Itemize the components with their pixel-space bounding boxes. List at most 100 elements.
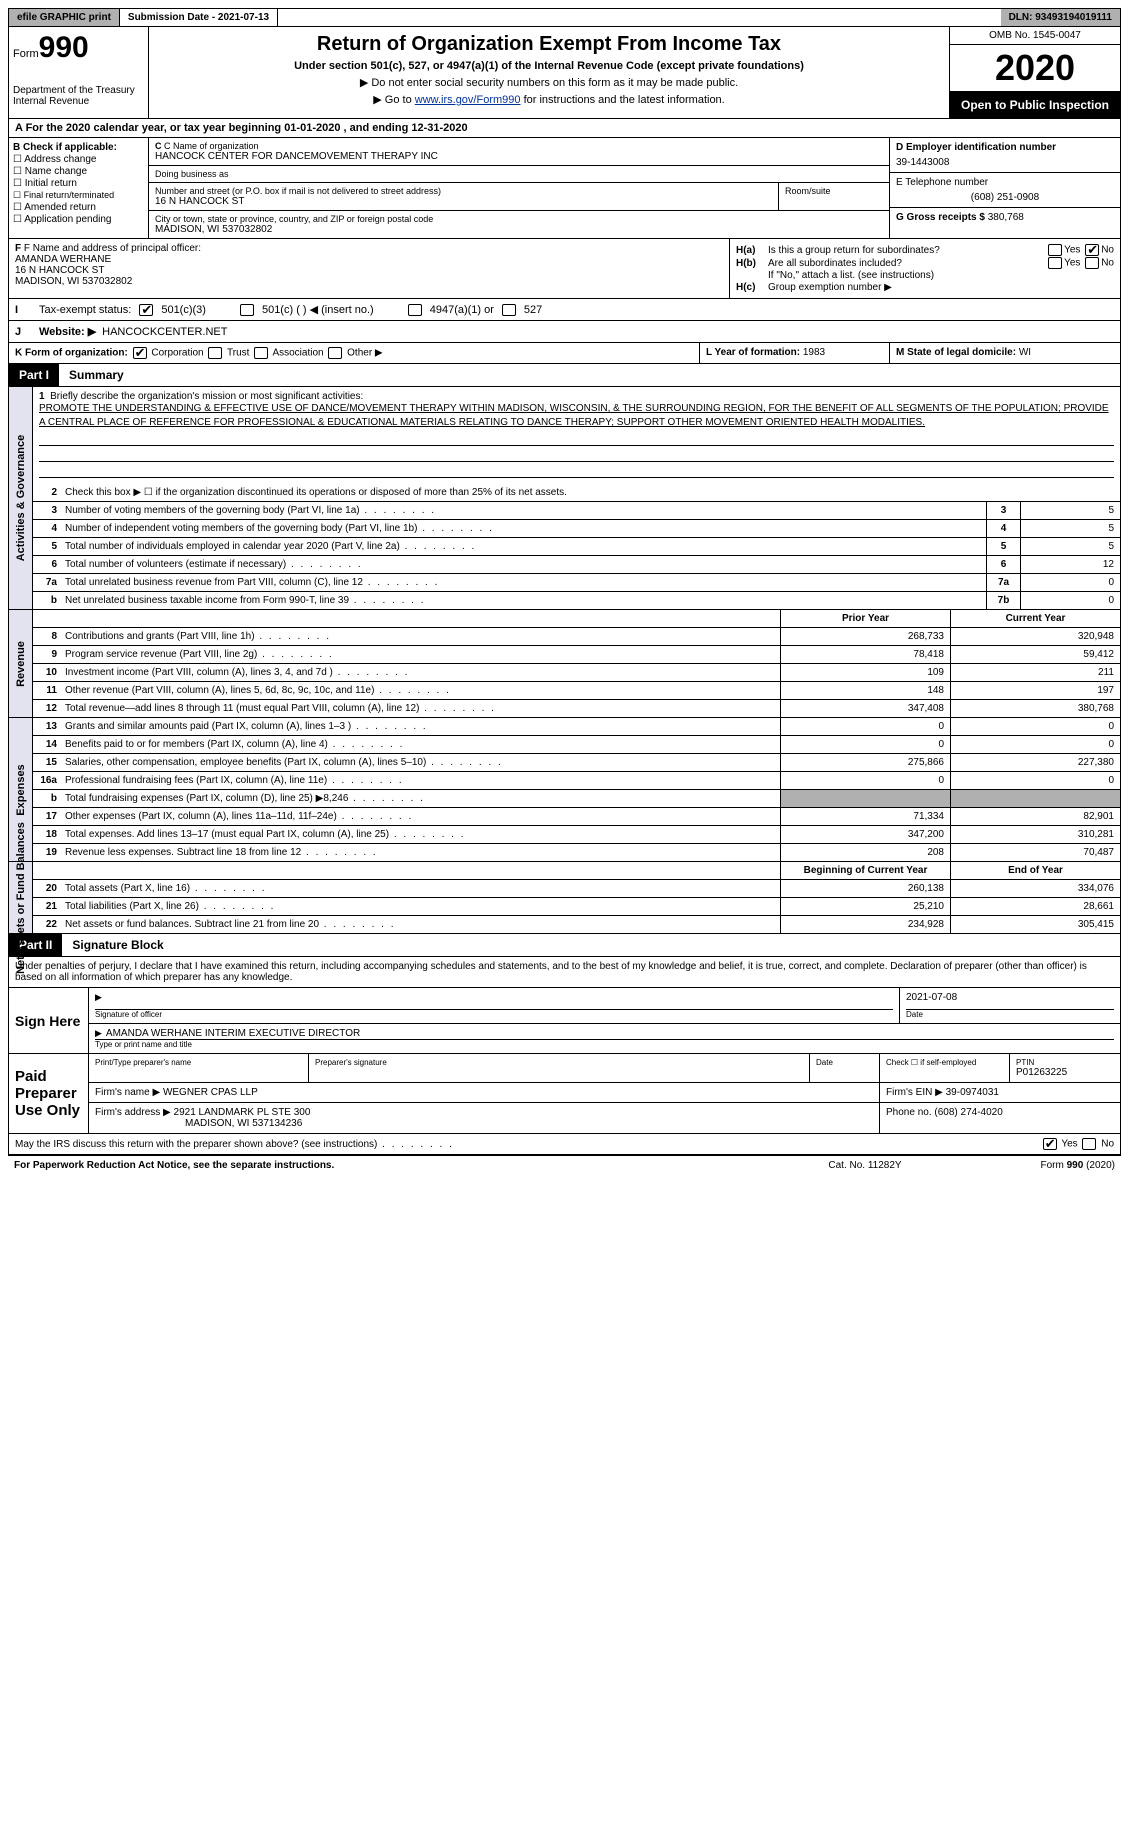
website-value: HANCOCKCENTER.NET [102, 326, 227, 338]
table-row: 8Contributions and grants (Part VIII, li… [33, 628, 1120, 646]
officer-label: F Name and address of principal officer: [24, 243, 201, 254]
table-row: 19Revenue less expenses. Subtract line 1… [33, 844, 1120, 861]
chk-501c[interactable] [240, 304, 254, 316]
dln: DLN: 93493194019111 [1001, 9, 1120, 26]
firm-addr2: MADISON, WI 537134236 [95, 1118, 302, 1129]
hdr-prior: Prior Year [780, 610, 950, 627]
ptin-value: P01263225 [1016, 1067, 1114, 1078]
footer-right: Form 990 (2020) [965, 1160, 1115, 1171]
chk-final-return[interactable]: ☐ Final return/terminated [13, 190, 144, 201]
table-row: 9Program service revenue (Part VIII, lin… [33, 646, 1120, 664]
chk-app-pending[interactable]: ☐ Application pending [13, 214, 144, 225]
paid-preparer-label: Paid Preparer Use Only [9, 1054, 89, 1133]
col-b-checkboxes: B Check if applicable: ☐ Address change … [9, 138, 149, 238]
org-name: HANCOCK CENTER FOR DANCEMOVEMENT THERAPY… [155, 151, 883, 162]
hc-text: Group exemption number ▶ [768, 282, 1114, 293]
part2-title: Signature Block [62, 934, 173, 956]
submission-date: Submission Date - 2021-07-13 [120, 9, 278, 26]
table-row: 15Salaries, other compensation, employee… [33, 754, 1120, 772]
chk-trust[interactable] [208, 347, 222, 359]
form990-link[interactable]: www.irs.gov/Form990 [415, 94, 521, 106]
chk-corp[interactable] [133, 347, 147, 359]
form-header: Form990 Department of the Treasury Inter… [8, 27, 1121, 119]
discuss-yes[interactable] [1043, 1138, 1057, 1150]
row-j: J Website: ▶ HANCOCKCENTER.NET [8, 321, 1121, 343]
ha-text: Is this a group return for subordinates? [768, 245, 1004, 256]
goto-line: ▶ Go to www.irs.gov/Form990 for instruct… [155, 93, 943, 106]
year-formation-label: L Year of formation: [706, 347, 800, 358]
chk-4947[interactable] [408, 304, 422, 316]
ha-no[interactable] [1085, 244, 1099, 256]
street-label: Number and street (or P.O. box if mail i… [155, 186, 772, 196]
top-bar: efile GRAPHIC print Submission Date - 20… [8, 8, 1121, 27]
prep-date-label: Date [816, 1058, 873, 1067]
sig-name-title-label: Type or print name and title [95, 1040, 1114, 1049]
chk-address-change[interactable]: ☐ Address change [13, 154, 144, 165]
ssn-warning: ▶ Do not enter social security numbers o… [155, 76, 943, 89]
table-row: 5Total number of individuals employed in… [33, 538, 1120, 556]
form-subtitle: Under section 501(c), 527, or 4947(a)(1)… [155, 60, 943, 72]
firm-addr1: 2921 LANDMARK PL STE 300 [174, 1107, 311, 1118]
org-name-label: C Name of organization [164, 141, 259, 151]
part1-header: Part I Summary [8, 364, 1121, 387]
table-row: bNet unrelated business taxable income f… [33, 592, 1120, 609]
part1-num: Part I [9, 364, 59, 386]
self-emp[interactable]: Check ☐ if self-employed [886, 1058, 1003, 1067]
omb-number: OMB No. 1545-0047 [950, 27, 1120, 45]
section-expenses: Expenses 13Grants and similar amounts pa… [8, 718, 1121, 862]
discuss-text: May the IRS discuss this return with the… [15, 1139, 454, 1150]
prep-name-label: Print/Type preparer's name [95, 1058, 302, 1067]
chk-amended[interactable]: ☐ Amended return [13, 202, 144, 213]
table-row: 18Total expenses. Add lines 13–17 (must … [33, 826, 1120, 844]
chk-name-change[interactable]: ☐ Name change [13, 166, 144, 177]
gross-label: G Gross receipts $ [896, 212, 985, 223]
table-row: 4Number of independent voting members of… [33, 520, 1120, 538]
header-grid: B Check if applicable: ☐ Address change … [8, 138, 1121, 239]
chk-initial-return[interactable]: ☐ Initial return [13, 178, 144, 189]
chk-assoc[interactable] [254, 347, 268, 359]
dba-label: Doing business as [155, 169, 883, 179]
officer-street: 16 N HANCOCK ST [15, 265, 723, 276]
city-label: City or town, state or province, country… [155, 214, 883, 224]
hdr-curr: Current Year [950, 610, 1120, 627]
street-value: 16 N HANCOCK ST [155, 196, 772, 207]
domicile: WI [1019, 347, 1031, 358]
table-row: 22Net assets or fund balances. Subtract … [33, 916, 1120, 933]
public-inspection: Open to Public Inspection [950, 92, 1120, 118]
chk-501c3[interactable] [139, 304, 153, 316]
dept-treasury: Department of the Treasury [13, 85, 144, 96]
hb-yes[interactable] [1048, 257, 1062, 269]
ha-yes[interactable] [1048, 244, 1062, 256]
line2: Check this box ▶ ☐ if the organization d… [61, 484, 1120, 501]
phone-value: (608) 251-0908 [896, 192, 1114, 203]
section-revenue: Revenue Prior YearCurrent Year 8Contribu… [8, 610, 1121, 718]
table-row: 12Total revenue—add lines 8 through 11 (… [33, 700, 1120, 717]
table-row: 16aProfessional fundraising fees (Part I… [33, 772, 1120, 790]
side-rev: Revenue [15, 641, 27, 687]
row-i: I Tax-exempt status: 501(c)(3) 501(c) ( … [8, 299, 1121, 321]
phone-label: E Telephone number [896, 177, 1114, 188]
table-row: 13Grants and similar amounts paid (Part … [33, 718, 1120, 736]
part1-title: Summary [59, 364, 134, 386]
chk-other[interactable] [328, 347, 342, 359]
ein-value: 39-1443008 [896, 157, 1114, 168]
table-row: 17Other expenses (Part IX, column (A), l… [33, 808, 1120, 826]
website-label: Website: ▶ [39, 325, 96, 338]
hb-no[interactable] [1085, 257, 1099, 269]
efile-label[interactable]: efile GRAPHIC print [9, 9, 120, 26]
firm-addr-label: Firm's address ▶ [95, 1107, 171, 1118]
section-governance: Activities & Governance 1 Briefly descri… [8, 387, 1121, 610]
chk-527[interactable] [502, 304, 516, 316]
table-row: 6Total number of volunteers (estimate if… [33, 556, 1120, 574]
table-row: 3Number of voting members of the governi… [33, 502, 1120, 520]
discuss-no[interactable] [1082, 1138, 1096, 1150]
footer: For Paperwork Reduction Act Notice, see … [8, 1155, 1121, 1175]
side-exp: Expenses [15, 764, 27, 815]
hb-text: Are all subordinates included? [768, 258, 1004, 269]
table-row: 21Total liabilities (Part X, line 26)25,… [33, 898, 1120, 916]
firm-name-label: Firm's name ▶ [95, 1087, 160, 1098]
section-a: A For the 2020 calendar year, or tax yea… [8, 119, 1121, 138]
mission-text: PROMOTE THE UNDERSTANDING & EFFECTIVE US… [39, 403, 1109, 428]
sig-name-title: AMANDA WERHANE INTERIM EXECUTIVE DIRECTO… [95, 1028, 1114, 1040]
fgh-row: F F Name and address of principal office… [8, 239, 1121, 299]
